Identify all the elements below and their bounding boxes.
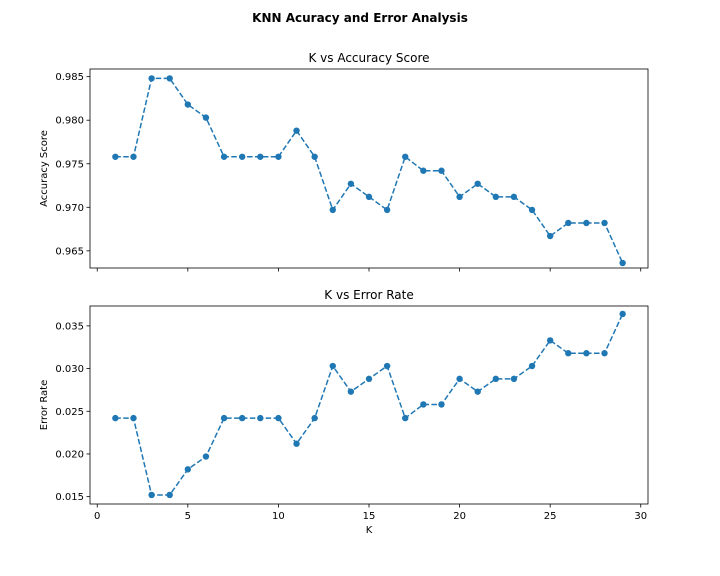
accuracy-data-point (220, 153, 228, 160)
accuracy-data-point (293, 127, 300, 134)
accuracy-data-point (528, 206, 536, 214)
error-rate-data-point (420, 401, 427, 408)
accuracy-data-point (474, 180, 481, 187)
error-rate-data-point (275, 414, 282, 422)
error-rate-data-point (347, 388, 355, 395)
figure-suptitle: KNN Acuracy and Error Analysis (252, 11, 468, 25)
accuracy-ytick-label: 0.985 (55, 72, 84, 83)
error-rate-data-point (112, 414, 119, 422)
error-rate-data-point (220, 414, 228, 422)
error-rate-data-point (166, 491, 173, 499)
error-rate-ytick-label: 0.035 (55, 321, 84, 332)
accuracy-data-point (492, 193, 500, 201)
error-rate-ytick-label: 0.030 (55, 364, 84, 375)
error-rate-data-point (329, 362, 336, 370)
error-rate-data-point (474, 388, 481, 395)
error-rate-data-point (510, 375, 518, 383)
accuracy-data-point (275, 153, 282, 160)
accuracy-data-point (347, 180, 355, 187)
error-rate-data-point (184, 466, 192, 473)
accuracy-subplot: K vs Accuracy Score Accuracy Score 0.965 0.… (39, 51, 649, 272)
accuracy-data-point (546, 232, 554, 240)
accuracy-ytick-label: 0.970 (55, 203, 84, 214)
error-rate-xtick-label: 30 (634, 511, 647, 522)
error-rate-data-point (546, 337, 554, 344)
accuracy-data-point (510, 193, 518, 201)
error-rate-data-point (383, 362, 391, 370)
error-rate-data-point (619, 310, 626, 318)
accuracy-ylabel: Accuracy Score (39, 130, 50, 207)
error-rate-data-point (257, 414, 264, 422)
accuracy-data-point (238, 153, 246, 160)
error-rate-ylabel: Error Rate (39, 380, 50, 430)
error-rate-data-point (365, 375, 373, 383)
accuracy-series-line (115, 77, 624, 264)
accuracy-data-point (329, 206, 336, 214)
accuracy-ytick-label: 0.975 (55, 159, 84, 170)
error-rate-data-point (601, 350, 608, 357)
accuracy-data-point (402, 153, 409, 160)
error-rate-xtick-label: 25 (544, 511, 557, 522)
error-rate-data-point (492, 375, 500, 383)
error-rate-data-point (528, 362, 536, 370)
accuracy-data-point (130, 153, 137, 160)
accuracy-data-point (619, 259, 626, 267)
error-rate-plot-frame (89, 305, 649, 505)
error-rate-ytick-label: 0.015 (55, 492, 84, 503)
error-rate-data-point (438, 401, 445, 408)
error-rate-data-point (456, 375, 463, 383)
accuracy-data-point (456, 193, 463, 201)
accuracy-data-point (601, 219, 608, 227)
accuracy-data-point (112, 153, 119, 160)
accuracy-data-point (184, 101, 192, 108)
error-rate-data-point (202, 453, 210, 460)
error-rate-data-point (148, 491, 155, 499)
error-rate-data-point (583, 350, 590, 357)
accuracy-data-point (311, 153, 318, 160)
accuracy-ytick-label: 0.965 (55, 246, 84, 257)
accuracy-data-point (420, 167, 427, 174)
error-rate-xlabel: K (366, 525, 373, 536)
error-rate-data-point (311, 414, 318, 422)
error-rate-data-point (565, 350, 572, 357)
error-rate-data-point (130, 414, 137, 422)
error-rate-title: K vs Error Rate (324, 288, 413, 302)
error-rate-xtick-label: 5 (185, 511, 191, 522)
error-rate-subplot: K vs Error Rate Error Rate K 0.015 0.020 0.02… (39, 288, 649, 536)
error-rate-data-point (293, 440, 300, 447)
accuracy-data-point (202, 114, 210, 121)
accuracy-data-point (257, 153, 264, 160)
error-rate-xtick-label: 15 (363, 511, 376, 522)
accuracy-data-point (166, 75, 173, 82)
error-rate-ytick-label: 0.020 (55, 449, 84, 460)
accuracy-data-point (383, 206, 391, 214)
accuracy-data-point (583, 219, 590, 227)
accuracy-ytick-label: 0.980 (55, 116, 84, 127)
error-rate-xtick-label: 10 (272, 511, 285, 522)
error-rate-ytick-label: 0.025 (55, 407, 84, 418)
accuracy-data-point (438, 167, 445, 174)
error-rate-xtick-label: 20 (453, 511, 466, 522)
accuracy-data-point (365, 193, 373, 201)
accuracy-title: K vs Accuracy Score (308, 51, 429, 65)
error-rate-data-point (238, 414, 246, 422)
error-rate-xtick-label: 0 (94, 511, 100, 522)
accuracy-data-point (565, 219, 572, 227)
accuracy-data-point (148, 75, 155, 82)
error-rate-data-point (402, 414, 409, 422)
accuracy-plot-frame (89, 68, 649, 269)
